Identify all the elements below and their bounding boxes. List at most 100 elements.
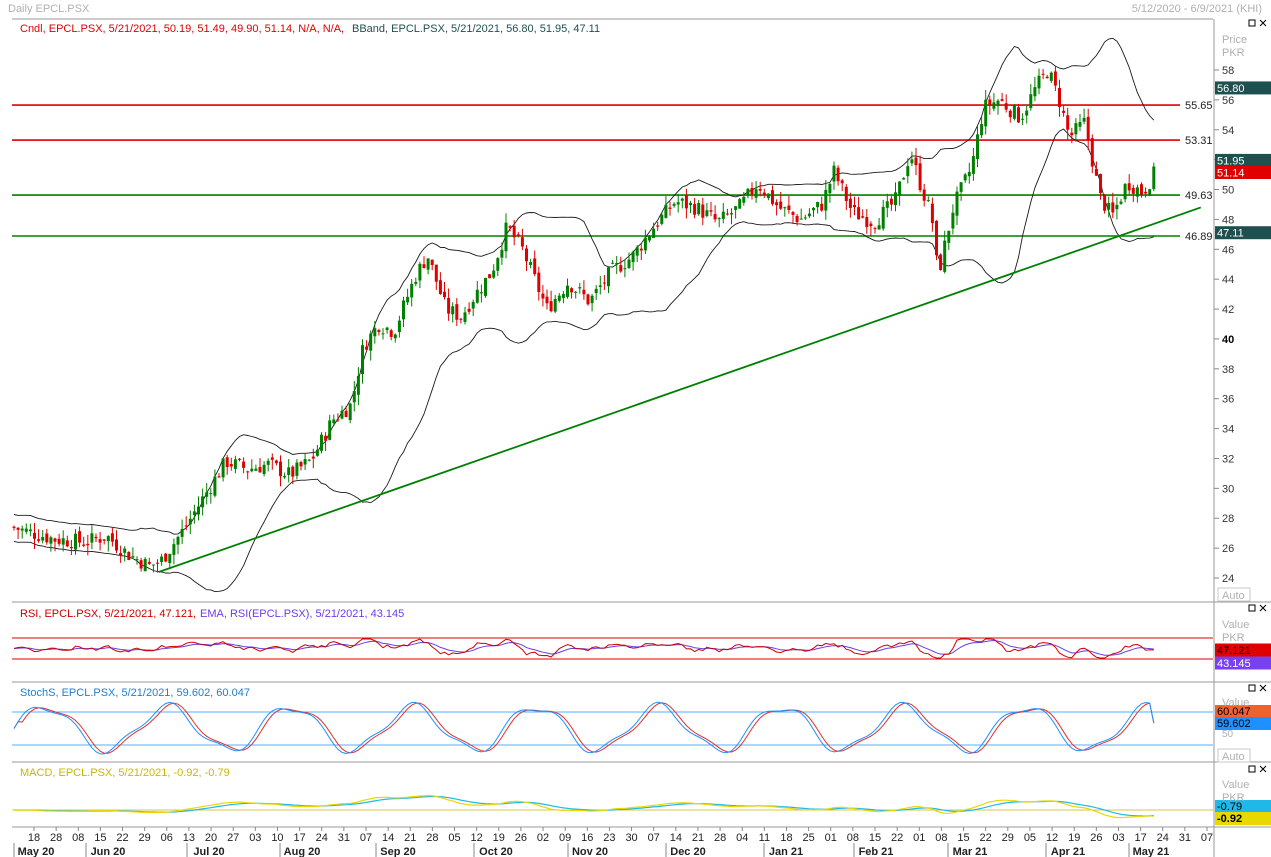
candle-body [250, 468, 254, 472]
candle-body [627, 259, 631, 268]
price-tick-label: 28 [1222, 513, 1234, 525]
x-tick-label: 19 [1068, 832, 1080, 844]
price-tick-label: 44 [1222, 274, 1234, 286]
candle-body [898, 181, 902, 196]
candle-body [799, 218, 803, 220]
candle-body [41, 537, 45, 541]
candle-body [258, 466, 262, 473]
price-badge [1215, 153, 1271, 167]
candle-body [869, 223, 873, 227]
candle-body [545, 296, 549, 304]
restore-icon[interactable] [1248, 604, 1256, 612]
price-badge [1215, 81, 1271, 95]
candle-body [1033, 87, 1037, 97]
x-tick-label: 18 [28, 832, 40, 844]
price-auto-button[interactable] [1217, 587, 1251, 602]
candle-body [832, 165, 836, 182]
level-label: 46.89 [1185, 231, 1213, 243]
candle-body [881, 206, 885, 229]
month-label: Feb 21 [859, 846, 894, 857]
candle-body [471, 301, 475, 309]
restore-icon[interactable] [1248, 765, 1256, 773]
x-tick-label: 16 [581, 832, 593, 844]
candle-body [463, 312, 467, 322]
close-icon[interactable] [1259, 604, 1267, 612]
candlesticks [12, 66, 1156, 573]
candle-body [324, 435, 328, 441]
candle-body [1123, 184, 1127, 200]
price-tick-label: 30 [1222, 483, 1234, 495]
x-tick-label: 24 [1157, 832, 1169, 844]
candle-body [221, 458, 225, 478]
candle-body [656, 225, 660, 227]
candle-body [824, 189, 828, 211]
candle-body [709, 210, 713, 212]
candle-body [652, 228, 656, 238]
close-icon[interactable] [1259, 765, 1267, 773]
candle-body [914, 157, 918, 166]
candle-body [336, 419, 340, 421]
price-badge-label: 47.11 [1217, 228, 1244, 240]
candle-body [951, 212, 955, 229]
candle-body [496, 258, 500, 271]
candle-body [557, 295, 561, 301]
candle-body [45, 533, 49, 543]
candle-body [984, 99, 988, 127]
month-label: May 21 [1133, 846, 1170, 857]
candle-body [270, 457, 274, 460]
x-tick-label: 13 [183, 832, 195, 844]
chart-title: Daily EPCL.PSX [8, 3, 90, 15]
price-tick-label: 50 [1222, 185, 1234, 197]
restore-icon[interactable] [1248, 19, 1256, 27]
candle-body [246, 471, 250, 473]
candle-body [602, 282, 606, 284]
month-label: Jan 21 [769, 846, 803, 857]
candle-body [12, 526, 16, 528]
candle-body [192, 511, 196, 516]
candle-body [377, 330, 381, 333]
candle-body [406, 296, 410, 303]
candle-body [689, 202, 692, 206]
rsi-ema-line [13, 639, 1154, 656]
candle-body [611, 262, 615, 264]
candle-body [328, 420, 332, 440]
candle-body [266, 460, 270, 465]
candle-body [53, 538, 57, 542]
x-tick-label: 12 [1046, 832, 1058, 844]
candle-body [119, 553, 123, 556]
candle-body [492, 270, 496, 278]
x-tick-label: 12 [471, 832, 483, 844]
candle-body [812, 207, 815, 211]
candle-body [865, 217, 869, 228]
candle-body [762, 192, 766, 196]
candle-body [172, 544, 176, 555]
candle-body [844, 186, 848, 202]
x-tick-label: 15 [94, 832, 106, 844]
candle-body [795, 216, 799, 223]
candle-body [820, 203, 824, 211]
candle-body [1029, 94, 1033, 109]
stoch-auto-button[interactable] [1217, 748, 1251, 763]
candle-body [238, 458, 241, 460]
candle-body [1012, 104, 1016, 119]
candle-body [590, 295, 594, 304]
x-tick-label: 21 [404, 832, 416, 844]
candle-body [701, 204, 705, 218]
candle-body [955, 191, 959, 216]
x-tick-label: 05 [1024, 832, 1036, 844]
candle-body [426, 258, 430, 270]
candle-body [771, 190, 774, 204]
rsi-line [13, 638, 1154, 659]
candle-body [414, 281, 418, 284]
candle-body [971, 156, 975, 174]
candle-body [397, 320, 401, 333]
close-icon[interactable] [1259, 19, 1267, 27]
x-tick-label: 17 [293, 832, 305, 844]
candle-body [783, 207, 787, 209]
close-icon[interactable] [1259, 684, 1267, 692]
candle-body [434, 264, 438, 282]
restore-icon[interactable] [1248, 684, 1256, 692]
candle-body [963, 174, 967, 181]
candle-body [1107, 202, 1111, 210]
